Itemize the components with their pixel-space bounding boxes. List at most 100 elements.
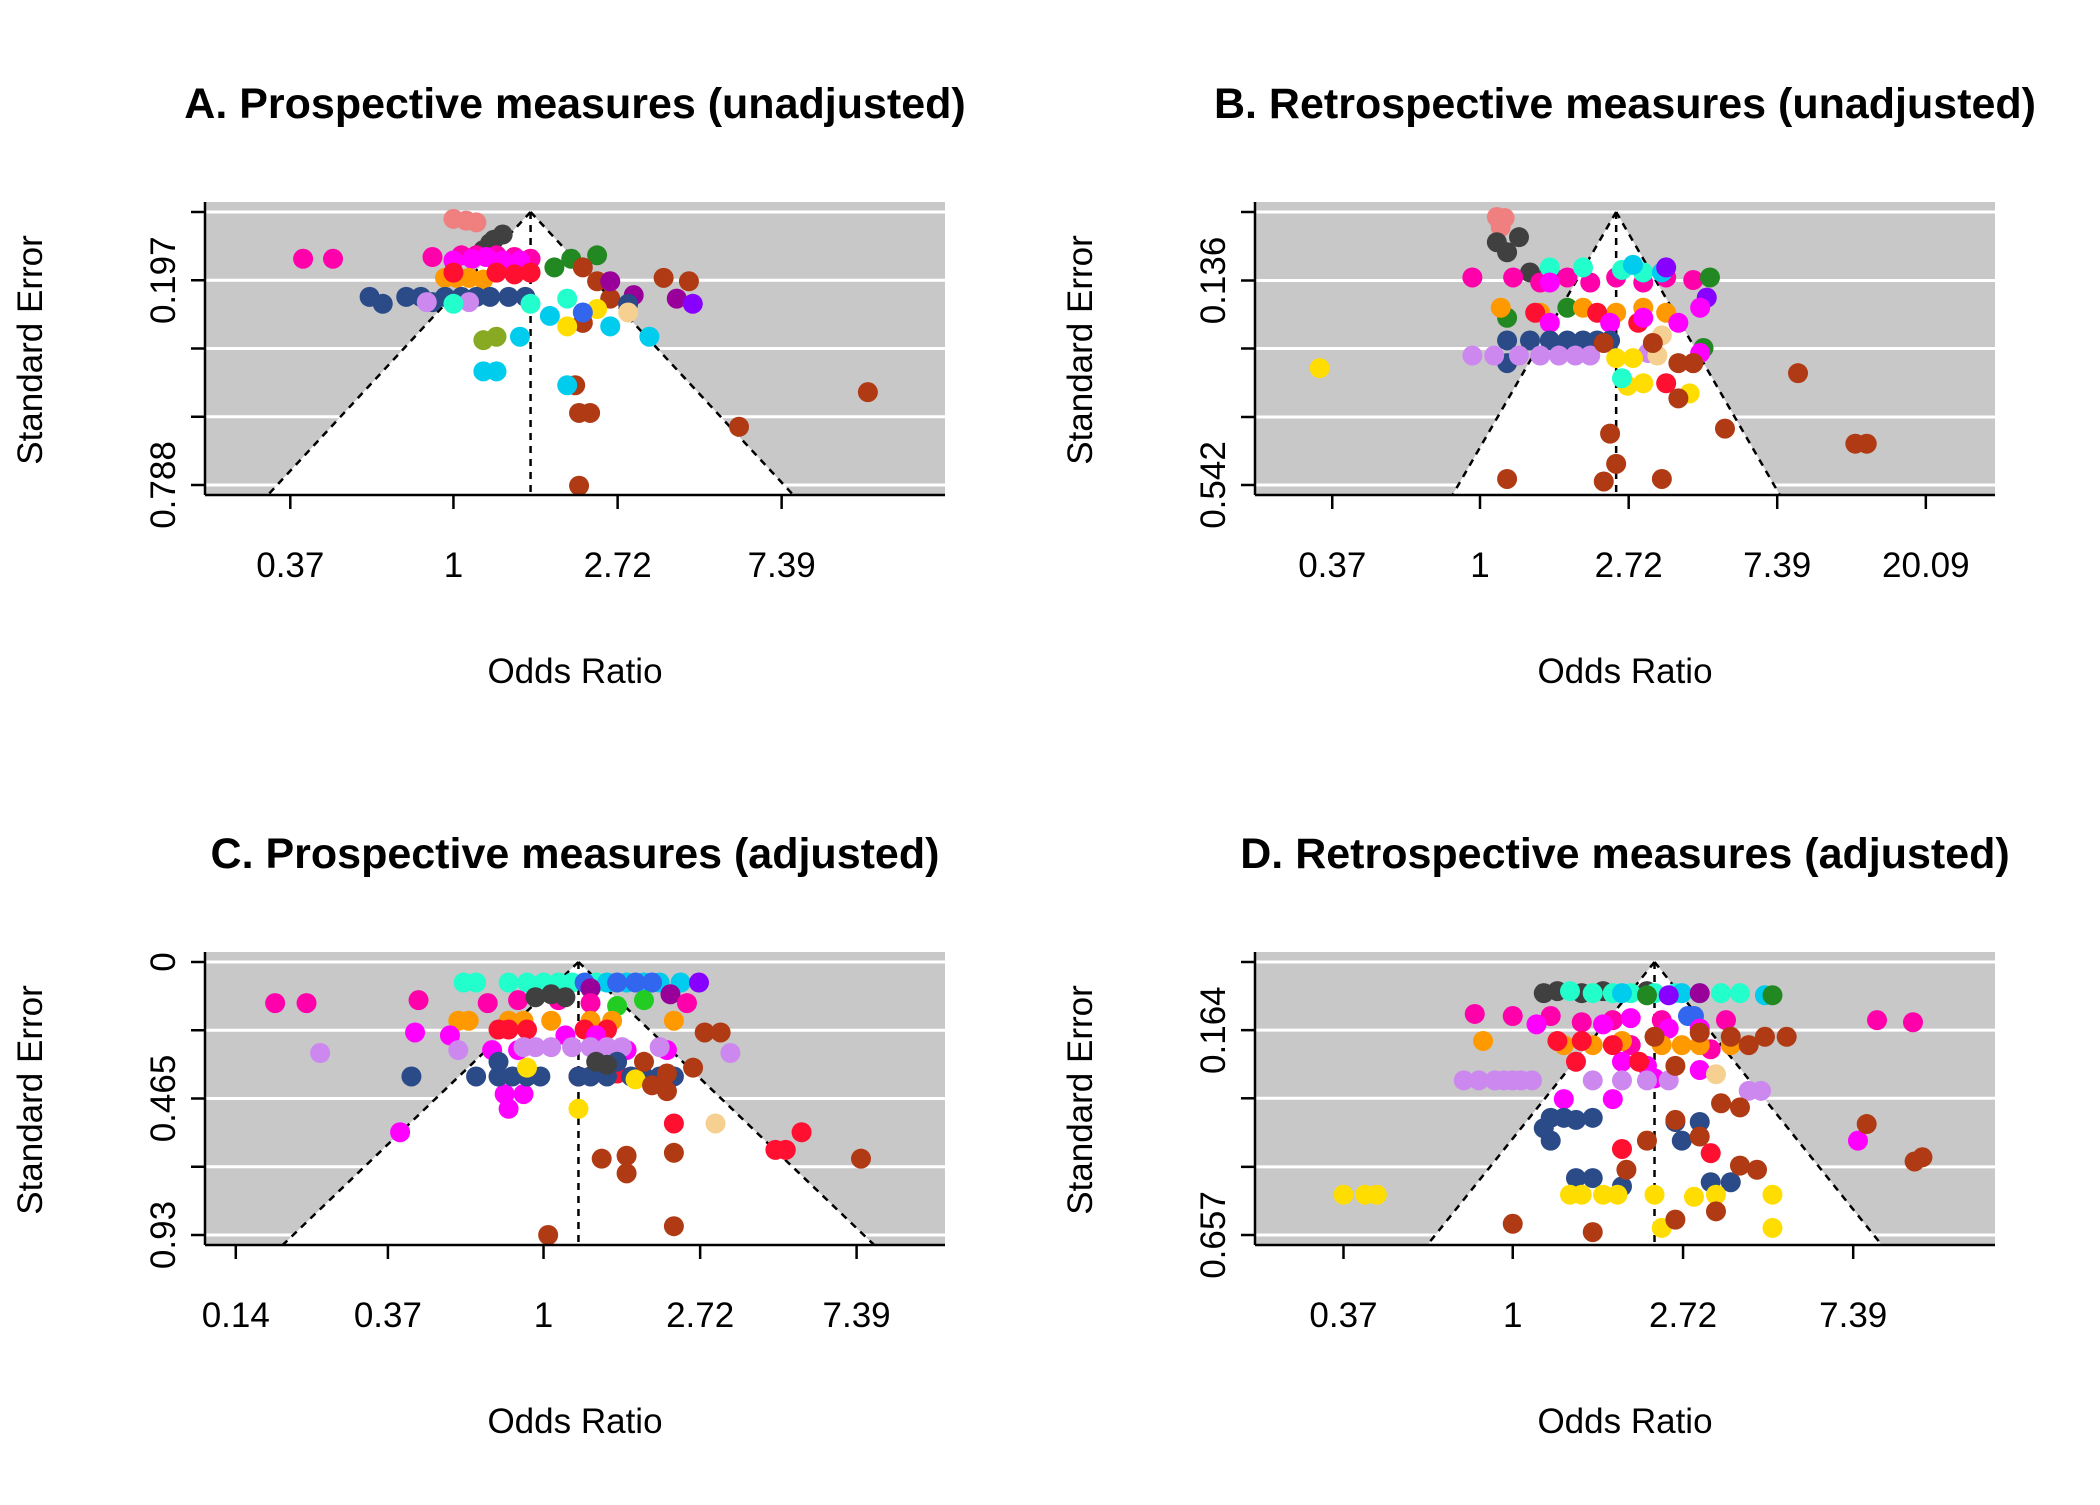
panel-d-point-23 (1464, 1003, 1485, 1024)
panel-a-point-22 (587, 245, 608, 266)
panel-b-point-56 (1530, 345, 1551, 366)
panel-c-point-2 (498, 972, 519, 993)
panel-a-point-68 (509, 326, 530, 347)
panel-c-funnel-left-edge (280, 961, 580, 1245)
panel-a-point-42 (729, 416, 750, 437)
panel-a-point-60 (416, 292, 437, 313)
panel-c-point-104 (591, 1148, 612, 1169)
panel-c-point-40 (663, 1010, 684, 1031)
panel-d-y-tick-label-1: 0.657 (1194, 1191, 1233, 1279)
panel-c-point-31 (633, 990, 654, 1011)
panel-d-point-41 (1553, 1089, 1574, 1110)
panel-b-point-71 (1642, 332, 1663, 353)
panel-c-point-79 (502, 1066, 523, 1087)
panel-d-point-82 (1689, 1111, 1710, 1132)
panel-c-point-28 (525, 987, 546, 1008)
panel-d-ylabel: Standard Error (1061, 985, 1100, 1215)
panel-d-point-73 (1751, 1080, 1772, 1101)
panel-b-ylabel: Standard Error (1061, 235, 1100, 465)
panel-c-point-19 (660, 984, 681, 1005)
panel-d-point-59 (1611, 1138, 1632, 1159)
panel-c-point-15 (625, 972, 646, 993)
panel-d-point-42 (1602, 1089, 1623, 1110)
panel-b-point-74 (1668, 388, 1689, 409)
panel-d-x-tick-label-1: 1 (1503, 1296, 1522, 1335)
panel-d-point-17 (1689, 983, 1710, 1004)
panel-c-point-14 (607, 972, 628, 993)
panel-b-point-64 (1633, 373, 1654, 394)
panel-d-point-111 (1665, 1109, 1686, 1130)
panel-c-point-53 (439, 1025, 460, 1046)
panel-d-point-26 (1571, 1012, 1592, 1033)
panel-b-point-25 (1699, 267, 1720, 288)
panel-c-y-tick-label-0: 0 (144, 952, 183, 971)
panel-d-point-104 (1689, 1022, 1710, 1043)
panel-d-x-tick-label-2: 2.72 (1649, 1296, 1717, 1335)
panel-b-point-85 (1539, 272, 1560, 293)
panel-c-point-99 (694, 1022, 715, 1043)
panel-d-point-44 (1689, 1060, 1710, 1081)
panel-d-point-12 (1711, 983, 1732, 1004)
panel-c-point-50 (775, 1139, 796, 1160)
panel-b-point-38 (1656, 373, 1677, 394)
panel-c-point-30 (555, 987, 576, 1008)
panel-a-point-66 (600, 316, 621, 337)
panel-b-point-84 (1651, 468, 1672, 489)
panel-c-point-108 (850, 1148, 871, 1169)
panel-d-point-79 (1540, 1130, 1561, 1151)
panel-b-point-29 (1490, 297, 1511, 318)
panel-d-point-36 (1620, 1008, 1641, 1029)
panel-b-point-46 (1519, 330, 1540, 351)
panel-b-point-5 (1508, 227, 1529, 248)
panel-d: D. Retrospective measures (adjusted) Odd… (1061, 830, 2010, 1441)
panel-d-point-97 (1683, 1186, 1704, 1207)
panel-c-point-43 (517, 1019, 538, 1040)
panel-d-point-19 (1762, 985, 1783, 1006)
panel-d-point-118 (1912, 1147, 1933, 1168)
panel-b-point-53 (1462, 345, 1483, 366)
panel-a-x-tick-label-0: 0.37 (256, 546, 324, 585)
panel-a-point-73 (486, 326, 507, 347)
panel-c-point-61 (513, 1084, 534, 1105)
panel-a-title: A. Prospective measures (unadjusted) (184, 80, 965, 128)
panel-d-point-24 (1502, 1006, 1523, 1027)
panel-a-point-43 (857, 382, 878, 403)
panel-c-point-23 (477, 993, 498, 1014)
panel-d-title: D. Retrospective measures (adjusted) (1240, 830, 2010, 878)
panel-b-point-54 (1484, 345, 1505, 366)
panel-c-point-34 (458, 1010, 479, 1031)
panel-c-point-67 (525, 1037, 546, 1058)
panel-b: B. Retrospective measures (unadjusted) O… (1061, 80, 2036, 691)
panel-a-point-8 (323, 248, 344, 269)
panel-d-funnel-left-edge (1425, 961, 1656, 1245)
panel-c-point-22 (408, 990, 429, 1011)
panel-d-point-123 (1705, 1201, 1726, 1222)
panel-d-point-114 (1729, 1155, 1750, 1176)
panel-d-point-31 (1902, 1012, 1923, 1033)
panel-b-point-8 (1462, 267, 1483, 288)
panel-c-y-tick-label-2: 0.93 (144, 1201, 183, 1269)
panel-b-point-61 (1309, 358, 1330, 379)
panel-d-point-88 (1720, 1172, 1741, 1193)
panel-d-point-20 (1636, 985, 1657, 1006)
panel-c-point-26 (580, 993, 601, 1014)
panel-d-point-74 (1705, 1064, 1726, 1085)
panel-d-point-115 (1747, 1159, 1768, 1180)
panel-a-point-77 (618, 302, 639, 323)
panel-c-ylabel: Standard Error (11, 985, 50, 1215)
panel-d-point-107 (1754, 1026, 1775, 1047)
panel-a-point-49 (372, 293, 393, 314)
panel-a-x-tick-label-3: 7.39 (748, 546, 816, 585)
panel-a-point-70 (473, 361, 494, 382)
panel-d-point-120 (1502, 1213, 1523, 1234)
panel-c-x-tick-label-4: 7.39 (823, 1296, 891, 1335)
panel-a-xlabel: Odds Ratio (487, 652, 662, 691)
panel-b-point-40 (1600, 312, 1621, 333)
panel-d-point-18 (1658, 985, 1679, 1006)
panel-d-point-122 (1665, 1209, 1686, 1230)
panel-b-x-tick-label-3: 7.39 (1743, 546, 1811, 585)
panel-d-point-61 (1453, 1070, 1474, 1091)
panel-b-point-41 (1633, 307, 1654, 328)
panel-b-point-21 (1622, 254, 1643, 275)
panel-b-point-18 (1572, 257, 1593, 278)
